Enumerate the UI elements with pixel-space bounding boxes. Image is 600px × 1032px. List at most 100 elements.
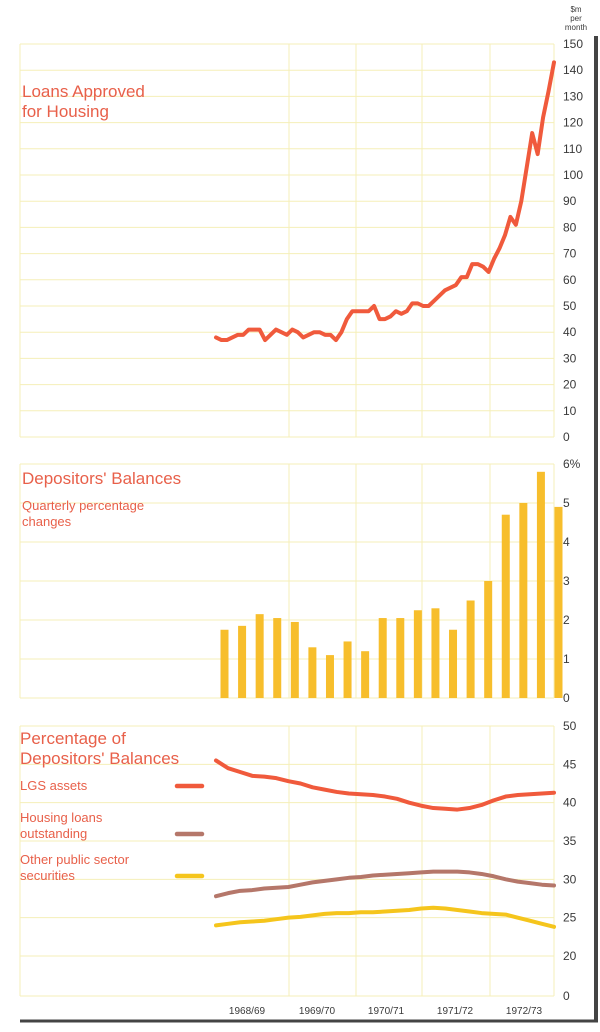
balance-bar-12: [431, 608, 440, 698]
balance-bar-18: [536, 471, 545, 698]
series-2-point-2: [238, 920, 242, 924]
series-1-point-27: [540, 883, 544, 887]
legend-label-1: Housing loans: [20, 810, 103, 825]
series-2-point-25: [516, 916, 520, 920]
balance-bar-15: [484, 581, 493, 698]
loans-point-55: [514, 223, 518, 227]
series-2-point-10: [335, 911, 339, 915]
series-2-point-6: [286, 916, 291, 920]
gridlines: [19, 43, 555, 997]
series-0-point-2: [238, 770, 242, 774]
series-1-point-4: [262, 886, 266, 891]
series-1-point-19: [443, 870, 447, 874]
balance-bar-11: [413, 610, 422, 698]
series-2-point-1: [226, 922, 230, 926]
series-1-point-1: [226, 891, 230, 895]
p1-ytick-label: 140: [563, 63, 583, 77]
p1-ytick-label: 60: [563, 273, 577, 287]
loans-point-34: [399, 312, 403, 316]
series-0-point-5: [274, 776, 278, 780]
loans-point-54: [508, 215, 512, 219]
p1-title: Loans Approved: [22, 82, 145, 101]
loans-point-53: [503, 233, 507, 237]
loans-point-35: [405, 309, 409, 313]
loans-point-58: [530, 131, 534, 135]
series-1-point-20: [455, 870, 460, 874]
loans-point-5: [241, 333, 245, 337]
p2-ytick-label: 0: [563, 691, 570, 705]
balance-bar-0: [220, 629, 229, 698]
p1-unit-label: $m: [570, 5, 581, 14]
series-0-point-1: [226, 766, 230, 770]
p2-subtitle: changes: [22, 514, 72, 529]
series-0-point-26: [528, 792, 532, 796]
legend-label-2: Other public sector: [20, 852, 130, 867]
balance-bar-13: [449, 629, 458, 698]
series-1-point-2: [238, 889, 242, 893]
p1-ytick-label: 90: [563, 194, 577, 208]
p3-ytick-label: 25: [563, 911, 577, 925]
loans-point-14: [290, 327, 294, 332]
series-0-point-17: [419, 804, 423, 808]
series-2-point-18: [431, 906, 435, 910]
loans-point-60: [541, 115, 545, 119]
loans-point-21: [328, 333, 333, 337]
loans-point-50: [486, 270, 491, 274]
p3-ytick-label: 45: [563, 757, 577, 771]
data-marks: [174, 60, 563, 929]
series-2-point-9: [323, 912, 327, 916]
p1-ytick-label: 10: [563, 404, 577, 418]
p1-ytick-label: 20: [563, 378, 577, 392]
balance-bar-4: [290, 621, 299, 698]
p3-ytick-label: 35: [563, 834, 577, 848]
series-0-point-21: [467, 806, 472, 810]
series-0-point-27: [540, 791, 544, 796]
loans-point-47: [470, 262, 474, 266]
loans-point-61: [546, 89, 551, 93]
loans-point-27: [361, 309, 365, 313]
loans-point-39: [427, 304, 431, 308]
series-0-point-18: [431, 806, 435, 810]
series-1-point-16: [407, 871, 411, 875]
loans-point-13: [285, 333, 289, 337]
loans-point-62: [552, 60, 556, 64]
series-0-point-10: [335, 790, 339, 794]
x-category-label: 1972/73: [506, 1006, 543, 1017]
p1-ytick-label: 40: [563, 325, 577, 339]
x-category-label: 1970/71: [368, 1006, 405, 1017]
loans-point-29: [372, 304, 376, 308]
series-1-point-21: [467, 870, 472, 875]
loans-point-25: [350, 309, 354, 313]
series-2-point-4: [262, 919, 266, 923]
p3-ytick-label: 40: [563, 796, 577, 810]
series-0-point-24: [504, 794, 508, 799]
loans-point-6: [247, 327, 251, 332]
series-1-point-18: [431, 870, 435, 874]
loans-point-37: [416, 301, 420, 305]
series-1-point-10: [335, 877, 339, 881]
loans-point-33: [394, 309, 398, 313]
p1-ytick-label: 0: [563, 430, 570, 444]
series-2-point-27: [540, 922, 544, 926]
p3-ytick-label: 50: [563, 719, 577, 733]
loans-point-8: [258, 327, 262, 332]
series-0-point-9: [323, 788, 327, 792]
loans-point-43: [448, 286, 453, 290]
series-1-point-13: [371, 873, 375, 878]
loans-point-36: [410, 301, 414, 305]
series-1-point-0: [214, 894, 218, 898]
series-2-point-20: [455, 908, 460, 912]
x-category-label: 1969/70: [299, 1006, 336, 1017]
p3-ytick-label: 30: [563, 872, 577, 886]
series-2-point-26: [528, 919, 532, 923]
series-2-point-28: [552, 925, 556, 929]
loans-point-4: [236, 333, 240, 337]
p2-title: Depositors' Balances: [22, 469, 181, 488]
series-1-point-3: [250, 888, 254, 892]
loans-point-31: [383, 317, 387, 321]
series-1-point-7: [298, 883, 303, 887]
series-0-point-15: [395, 797, 399, 801]
p1-ytick-label: 130: [563, 89, 583, 103]
